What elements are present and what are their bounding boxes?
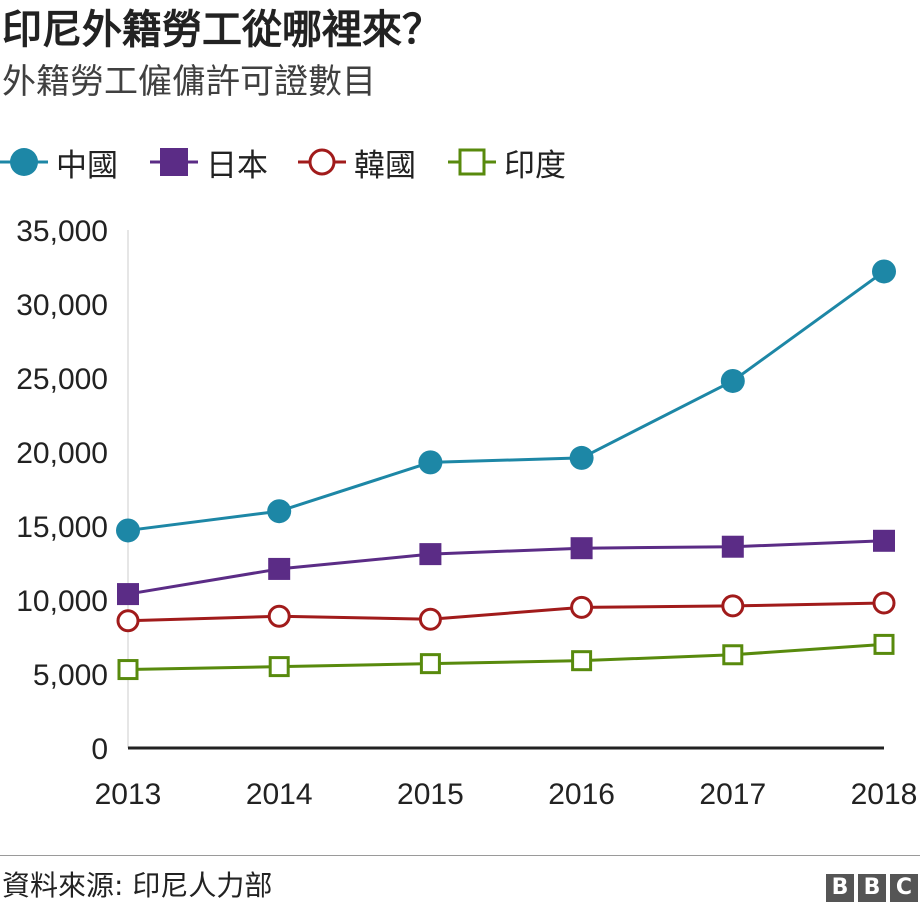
y-tick-label: 30,000 xyxy=(16,289,108,322)
data-point xyxy=(117,659,139,681)
y-tick-label: 10,000 xyxy=(16,585,108,618)
data-point xyxy=(117,583,139,606)
x-tick-label: 2014 xyxy=(246,778,313,811)
data-point xyxy=(722,644,744,666)
data-point xyxy=(268,656,290,678)
bbc-logo: B B C xyxy=(826,874,918,902)
y-tick-label: 25,000 xyxy=(16,363,108,396)
data-point xyxy=(419,543,442,566)
series-line xyxy=(127,601,885,623)
legend-label-korea: 韓國 xyxy=(354,147,416,184)
series-line xyxy=(127,642,885,672)
data-point xyxy=(873,633,895,655)
y-tick-label: 20,000 xyxy=(16,437,108,470)
data-point xyxy=(267,604,291,628)
chart-title: 印尼外籍勞工從哪裡來？ xyxy=(2,7,442,53)
x-tick-label: 2016 xyxy=(548,778,615,811)
data-point xyxy=(419,653,441,675)
data-point xyxy=(571,650,593,672)
chart-subtitle: 外籍勞工僱傭許可證數目 xyxy=(2,62,376,102)
data-point xyxy=(720,368,745,393)
filled-square-icon xyxy=(150,148,198,176)
data-point xyxy=(418,450,443,475)
footer-divider xyxy=(0,855,920,856)
y-tick-label: 0 xyxy=(91,733,108,766)
legend-item-china: 中國 xyxy=(0,136,118,188)
data-point xyxy=(569,445,594,470)
x-tick-label: 2017 xyxy=(699,778,766,811)
legend-label-china: 中國 xyxy=(56,147,118,184)
data-point xyxy=(872,259,896,284)
data-point xyxy=(418,607,442,631)
filled-circle-icon xyxy=(0,148,48,176)
data-point xyxy=(268,557,291,580)
data-point xyxy=(872,591,896,615)
bbc-logo-letter: B xyxy=(826,874,854,902)
legend-label-japan: 日本 xyxy=(206,147,268,184)
legend-item-india: 印度 xyxy=(448,136,566,188)
y-tick-label: 15,000 xyxy=(16,511,108,544)
source-note: 資料來源: 印尼人力部 xyxy=(2,869,273,902)
data-point xyxy=(116,609,140,633)
legend-item-japan: 日本 xyxy=(150,136,268,188)
series-line xyxy=(127,270,885,532)
data-point xyxy=(721,535,744,558)
data-point xyxy=(721,594,745,618)
y-tick-label: 5,000 xyxy=(33,659,108,692)
hollow-square-icon xyxy=(448,148,496,176)
legend-label-india: 印度 xyxy=(504,147,566,184)
hollow-circle-icon xyxy=(298,148,346,176)
bbc-logo-letter: C xyxy=(890,874,918,902)
data-point xyxy=(570,595,594,619)
data-point xyxy=(116,518,140,543)
x-tick-label: 2015 xyxy=(397,778,464,811)
chart-legend: 中國 日本 韓國 印度 xyxy=(0,136,920,188)
bbc-logo-letter: B xyxy=(858,874,886,902)
data-point xyxy=(873,529,895,552)
data-point xyxy=(267,499,292,524)
y-tick-label: 35,000 xyxy=(16,215,108,248)
data-point xyxy=(570,537,593,560)
series-line xyxy=(127,539,885,596)
x-tick-label: 2018 xyxy=(851,778,918,811)
x-tick-label: 2013 xyxy=(95,778,162,811)
legend-item-korea: 韓國 xyxy=(298,136,416,188)
